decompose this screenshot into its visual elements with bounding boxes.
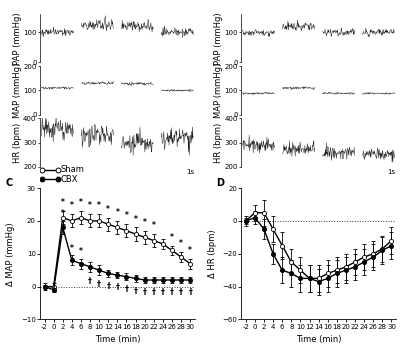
Text: †: † bbox=[106, 282, 110, 291]
Text: *: * bbox=[143, 218, 147, 227]
Text: 1s: 1s bbox=[388, 169, 396, 175]
Y-axis label: PAP (mmHg): PAP (mmHg) bbox=[13, 12, 22, 65]
Text: CBX: CBX bbox=[61, 175, 78, 184]
Text: *: * bbox=[124, 211, 128, 220]
Text: *: * bbox=[70, 201, 74, 210]
Y-axis label: MAP (mmHg): MAP (mmHg) bbox=[214, 63, 223, 118]
Text: †: † bbox=[134, 286, 138, 296]
Text: *: * bbox=[97, 201, 101, 210]
Text: *: * bbox=[61, 209, 65, 218]
Text: *: * bbox=[152, 221, 156, 230]
Y-axis label: PAP (mmHg): PAP (mmHg) bbox=[214, 12, 223, 65]
Text: *: * bbox=[134, 214, 138, 224]
Y-axis label: MAP (mmHg): MAP (mmHg) bbox=[13, 63, 22, 118]
X-axis label: Time (min): Time (min) bbox=[95, 335, 140, 344]
Text: †: † bbox=[188, 288, 192, 297]
Y-axis label: Δ HR (bpm): Δ HR (bpm) bbox=[208, 230, 217, 278]
Text: D: D bbox=[216, 178, 224, 187]
Text: †: † bbox=[161, 288, 165, 297]
Text: *: * bbox=[61, 198, 65, 207]
Text: *: * bbox=[106, 205, 110, 214]
Text: C: C bbox=[6, 178, 13, 187]
Text: *: * bbox=[79, 247, 83, 256]
Y-axis label: HR (bpm): HR (bpm) bbox=[13, 122, 22, 163]
Text: *: * bbox=[170, 233, 174, 241]
Text: *: * bbox=[116, 208, 119, 217]
Text: †: † bbox=[170, 288, 174, 297]
Text: †: † bbox=[152, 288, 156, 297]
Text: †: † bbox=[179, 288, 183, 297]
Text: *: * bbox=[188, 246, 192, 255]
Text: *: * bbox=[179, 239, 183, 248]
Y-axis label: HR (bpm): HR (bpm) bbox=[214, 122, 223, 163]
Text: Sham: Sham bbox=[61, 165, 85, 174]
Y-axis label: Δ MAP (mmHg): Δ MAP (mmHg) bbox=[6, 222, 16, 286]
Text: †: † bbox=[124, 285, 128, 294]
Text: *: * bbox=[88, 201, 92, 210]
Text: 1s: 1s bbox=[186, 169, 194, 175]
Text: *: * bbox=[70, 244, 74, 253]
Text: †: † bbox=[97, 280, 101, 289]
Text: *: * bbox=[79, 198, 83, 207]
Text: †: † bbox=[116, 283, 119, 292]
Text: †: † bbox=[143, 288, 147, 297]
Text: †: † bbox=[88, 277, 92, 286]
X-axis label: Time (min): Time (min) bbox=[296, 335, 341, 344]
